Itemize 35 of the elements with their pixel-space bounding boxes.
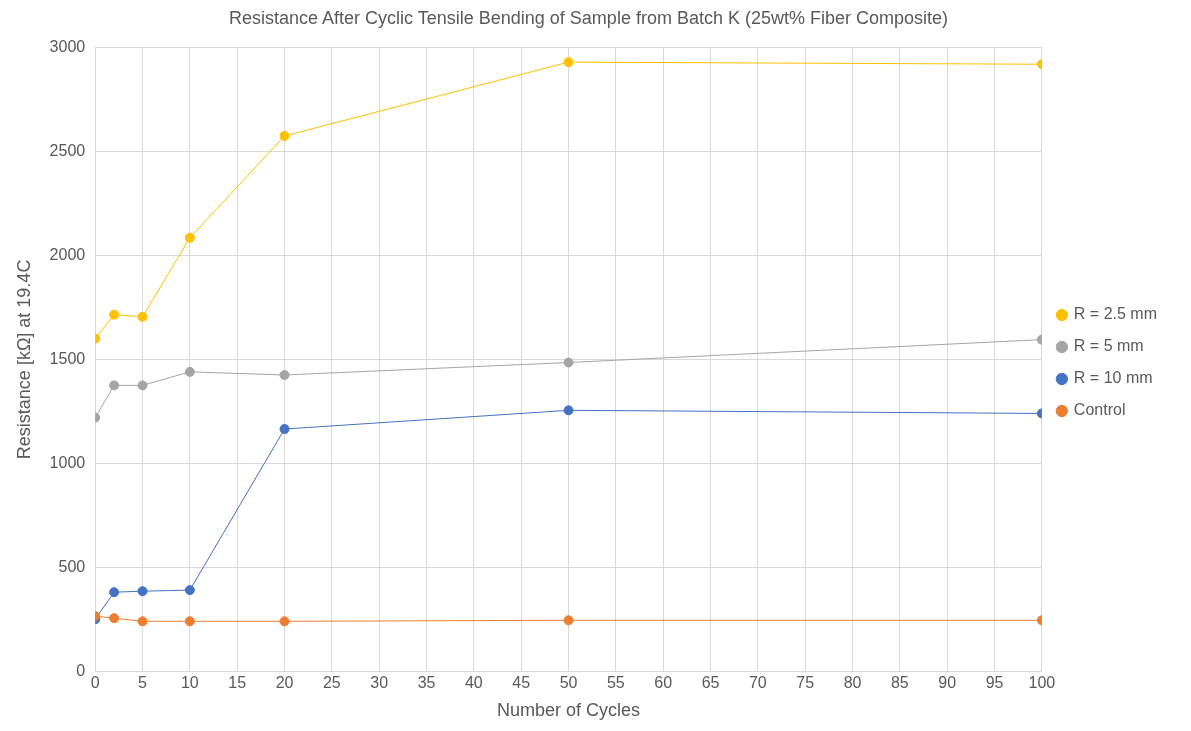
x-tick-label: 95 [985, 674, 1004, 692]
legend-label: R = 10 mm [1073, 369, 1153, 387]
x-tick-label: 25 [322, 674, 341, 692]
x-tick-label: 20 [275, 674, 294, 692]
x-tick-label: 60 [654, 674, 673, 692]
x-tick-label: 90 [938, 674, 957, 692]
x-tick-label: 50 [559, 674, 578, 692]
x-tick-label: 65 [701, 674, 720, 692]
x-tick-label: 55 [606, 674, 625, 692]
x-tick-label: 30 [370, 674, 389, 692]
legend-label: Control [1073, 401, 1126, 419]
y-tick-label: 2500 [49, 141, 86, 159]
y-axis-title: Resistance [kΩ] at 19.4C [13, 259, 34, 460]
x-tick-label: 0 [90, 674, 100, 692]
x-tick-label: 15 [228, 674, 247, 692]
x-tick-label: 10 [180, 674, 199, 692]
x-tick-label: 45 [512, 674, 531, 692]
x-tick-label: 5 [138, 674, 148, 692]
x-tick-label: 85 [890, 674, 909, 692]
chart-title: Resistance After Cyclic Tensile Bending of Sample from Batch K (25wt% Fiber Composite) [229, 7, 948, 28]
x-tick-label: 40 [464, 674, 483, 692]
x-axis-title: Number of Cycles [497, 700, 641, 721]
y-tick-label: 500 [58, 557, 86, 575]
y-tick-label: 1500 [49, 349, 86, 367]
legend-label: R = 5 mm [1073, 337, 1144, 355]
x-tick-label: 80 [843, 674, 862, 692]
legend-label: R = 2.5 mm [1073, 305, 1158, 323]
x-tick-label: 70 [748, 674, 767, 692]
y-tick-label: 3000 [49, 38, 86, 56]
x-tick-label: 75 [796, 674, 815, 692]
x-tick-label: 35 [417, 674, 436, 692]
y-tick-label: 2000 [49, 245, 86, 263]
y-tick-label: 0 [76, 661, 86, 679]
y-tick-label: 1000 [49, 453, 86, 471]
x-tick-label: 100 [1028, 674, 1056, 692]
